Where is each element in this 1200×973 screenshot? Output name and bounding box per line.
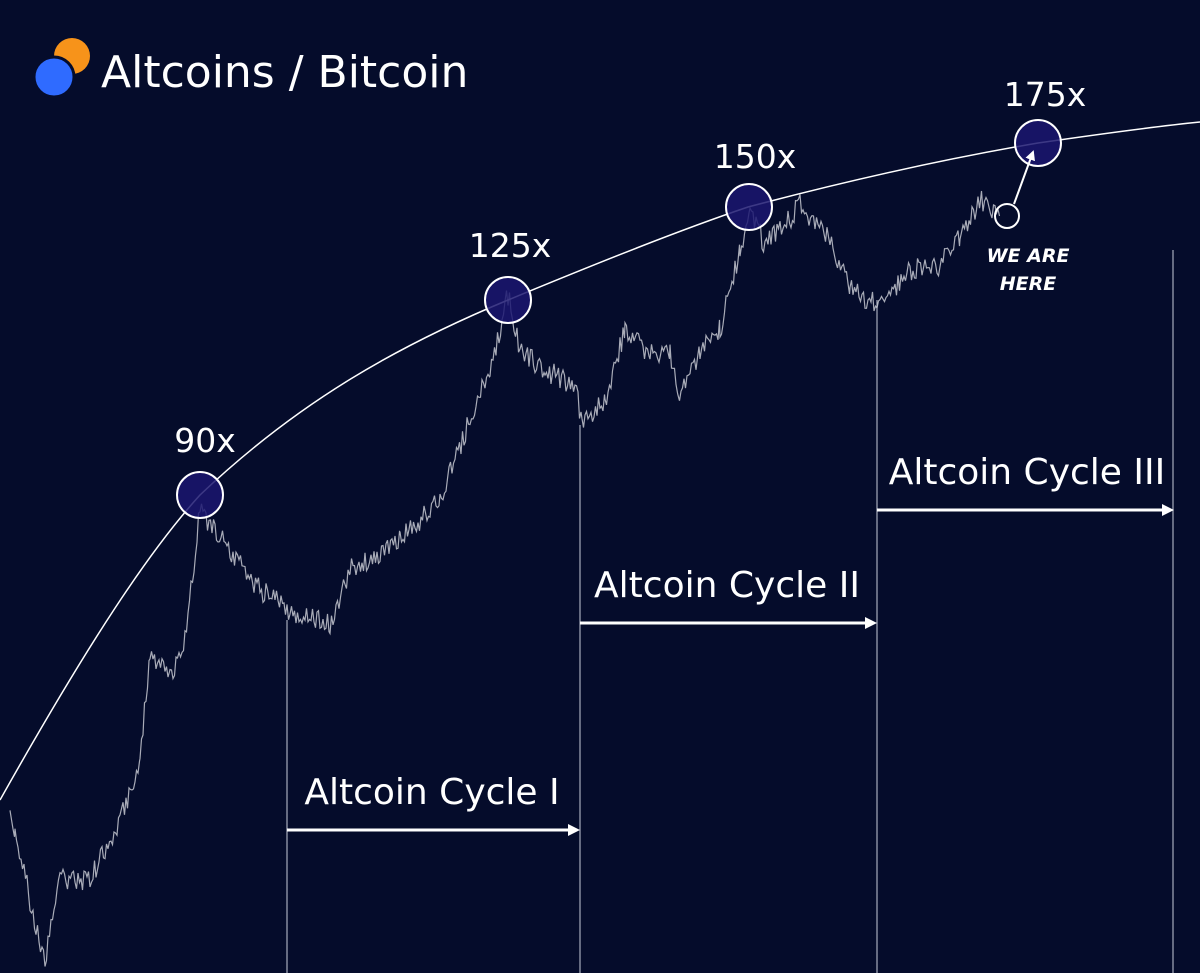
cycle-label: Altcoin Cycle III bbox=[889, 452, 1166, 493]
peak-marker bbox=[1014, 119, 1062, 167]
annotation: HERE bbox=[1000, 273, 1057, 295]
peak-marker bbox=[176, 471, 224, 519]
cycle-label: Altcoin Cycle I bbox=[304, 772, 559, 813]
peak-marker bbox=[725, 183, 773, 231]
peak-marker bbox=[484, 276, 532, 324]
cycle-label: Altcoin Cycle II bbox=[594, 565, 860, 606]
peak-label: 175x bbox=[1004, 75, 1087, 114]
title: Altcoins / Bitcoin bbox=[101, 47, 468, 98]
here-arrow bbox=[1013, 150, 1035, 205]
annotation: WE ARE bbox=[987, 245, 1070, 267]
altcoin-icon bbox=[32, 55, 76, 99]
peak-label: 150x bbox=[714, 137, 797, 176]
here-marker bbox=[994, 203, 1020, 229]
peak-label: 125x bbox=[469, 226, 552, 265]
peak-label: 90x bbox=[174, 421, 236, 460]
